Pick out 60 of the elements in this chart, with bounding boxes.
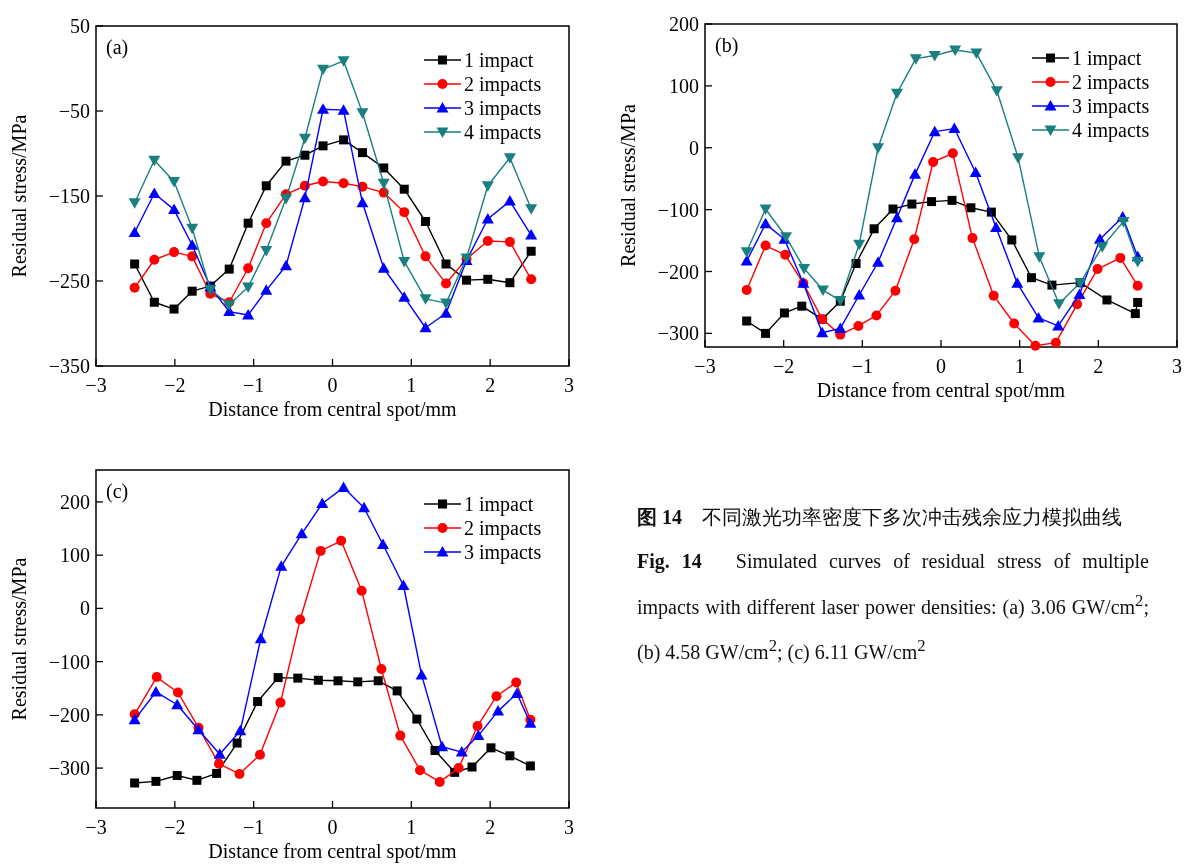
legend-label: 4 impacts [1072, 119, 1150, 142]
legend-label: 2 impacts [464, 73, 542, 96]
x-tick-label: −3 [85, 374, 107, 396]
x-tick-label: −1 [243, 374, 265, 396]
legend-label: 1 impact [464, 49, 534, 72]
legend-label: 3 impacts [464, 541, 542, 564]
x-tick-label: 0 [327, 816, 338, 838]
y-axis-title: Residual stress/MPa [617, 103, 639, 267]
y-tick-label: −250 [48, 270, 90, 292]
legend-label: 1 impact [1072, 47, 1142, 70]
y-tick-label: 200 [60, 490, 90, 513]
y-tick-label: 200 [669, 13, 699, 35]
x-tick-label: 2 [1093, 355, 1104, 377]
y-tick-label: −200 [657, 260, 699, 283]
x-tick-label: 0 [327, 374, 338, 396]
x-axis-title: Distance from central spot/mm [816, 379, 1066, 402]
y-tick-label: 0 [80, 597, 90, 620]
y-tick-label: 50 [70, 15, 90, 37]
x-tick-label: 3 [564, 816, 574, 838]
y-tick-label: −100 [48, 650, 90, 673]
y-tick-label: −200 [48, 703, 90, 726]
x-tick-label: −3 [694, 355, 716, 377]
y-axis-title: Residual stress/MPa [8, 114, 30, 278]
x-tick-label: −1 [243, 816, 265, 838]
legend-label: 3 impacts [464, 97, 542, 120]
y-tick-label: −350 [48, 355, 90, 377]
legend-label: 3 impacts [1072, 95, 1150, 118]
x-axis-title: Distance from central spot/mm [208, 398, 458, 421]
text: 图 14 不同激光功率密度下多次冲击残余应力模拟曲线 [637, 506, 1122, 528]
x-tick-label: 1 [406, 374, 417, 396]
x-tick-label: 0 [936, 355, 946, 377]
x-axis-title: Distance from central spot/mm [208, 840, 458, 863]
x-tick-label: −3 [85, 816, 107, 838]
legend-label: 2 impacts [464, 517, 542, 540]
y-tick-label: 100 [669, 74, 699, 97]
y-tick-label: −100 [657, 198, 699, 221]
x-tick-label: 3 [564, 374, 574, 396]
x-tick-label: 1 [406, 816, 417, 838]
x-tick-label: 2 [485, 816, 496, 838]
legend-label: 4 impacts [464, 121, 542, 144]
text: (a) [106, 36, 129, 59]
y-tick-label: 100 [60, 544, 90, 567]
x-tick-label: 3 [1172, 355, 1182, 377]
text: (b) [715, 34, 739, 57]
x-tick-label: −2 [773, 355, 795, 377]
text: Fig. 14 Simulated curves of residual stress of multiple impacts with different laser power densities: (a) 3.06 GW/cm$^{2}$; (b) 4.58 GW/cm$^{2}$; (c) 6.11 GW/cm$^{2}$ [637, 550, 1149, 664]
x-tick-label: −2 [164, 816, 186, 838]
y-tick-label: −150 [48, 185, 90, 207]
x-tick-label: −2 [164, 374, 186, 396]
y-tick-label: −50 [58, 100, 90, 122]
y-tick-label: −300 [48, 757, 90, 780]
legend-label: 2 impacts [1072, 71, 1150, 94]
x-tick-label: 1 [1014, 355, 1025, 377]
x-tick-label: 2 [485, 374, 496, 396]
legend-label: 1 impact [464, 493, 534, 516]
y-axis-title: Residual stress/MPa [8, 557, 30, 721]
text: (c) [106, 480, 129, 503]
y-tick-label: 0 [689, 136, 699, 159]
y-tick-label: −300 [657, 322, 699, 345]
x-tick-label: −1 [851, 355, 873, 377]
